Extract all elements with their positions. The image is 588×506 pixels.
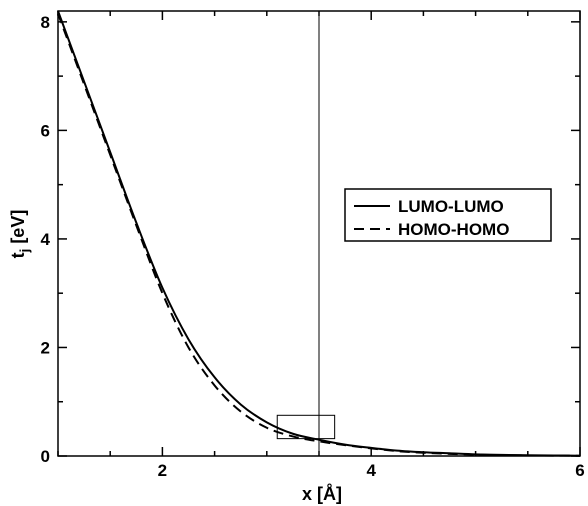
y-axis-title: tj [eV] xyxy=(8,210,32,259)
legend-label-homo-homo: HOMO-HOMO xyxy=(398,220,509,239)
legend-label-lumo-lumo: LUMO-LUMO xyxy=(398,197,504,216)
legend-box xyxy=(344,188,552,242)
annotation-guides xyxy=(276,11,336,456)
highlight-box xyxy=(276,414,336,440)
y-tick-label-4: 4 xyxy=(41,230,51,249)
x-tick-label-4: 4 xyxy=(366,461,376,480)
y-tick-label-6: 6 xyxy=(41,121,50,140)
axis-ticks: 2 4 6 0 2 4 6 8 xyxy=(41,11,585,480)
series-layer xyxy=(57,10,581,457)
x-tick-label-2: 2 xyxy=(158,461,167,480)
y-axis-title-main: t xyxy=(8,252,28,258)
legend: LUMO-LUMO HOMO-HOMO xyxy=(344,188,552,242)
series-line-lumo-lumo xyxy=(57,10,581,457)
x-axis-title: x [Å] xyxy=(302,484,342,504)
series-line-homo-homo xyxy=(57,13,581,457)
y-axis-title-unit: [eV] xyxy=(8,210,28,249)
x-tick-label-6: 6 xyxy=(575,461,584,480)
y-axis-title-subscript: j xyxy=(17,249,32,254)
y-tick-label-0: 0 xyxy=(41,447,50,466)
y-tick-label-8: 8 xyxy=(41,13,50,32)
y-tick-label-2: 2 xyxy=(41,338,50,357)
